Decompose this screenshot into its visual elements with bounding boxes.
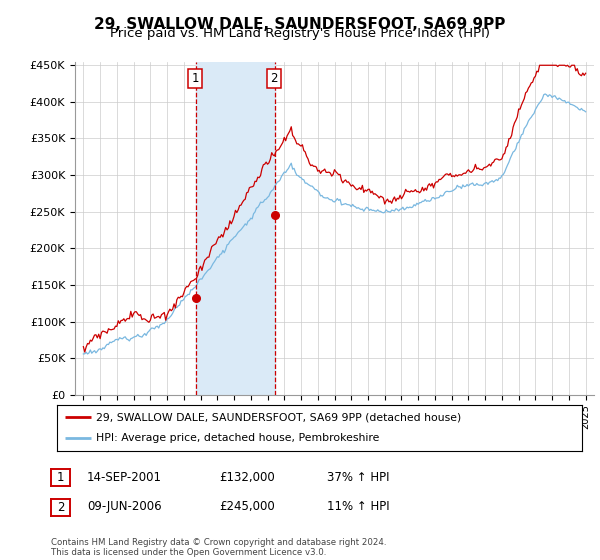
Text: 2: 2 [271,72,278,85]
Text: £132,000: £132,000 [219,470,275,484]
Text: 29, SWALLOW DALE, SAUNDERSFOOT, SA69 9PP (detached house): 29, SWALLOW DALE, SAUNDERSFOOT, SA69 9PP… [97,412,461,422]
Bar [196,62,275,395]
Text: Price paid vs. HM Land Registry's House Price Index (HPI): Price paid vs. HM Land Registry's House … [110,27,490,40]
Text: 37% ↑ HPI: 37% ↑ HPI [327,470,389,484]
Text: £245,000: £245,000 [219,500,275,514]
Text: HPI: Average price, detached house, Pembrokeshire: HPI: Average price, detached house, Pemb… [97,433,380,444]
Text: 09-JUN-2006: 09-JUN-2006 [87,500,161,514]
Text: 11% ↑ HPI: 11% ↑ HPI [327,500,389,514]
Text: 14-SEP-2001: 14-SEP-2001 [87,470,162,484]
Text: Contains HM Land Registry data © Crown copyright and database right 2024.
This d: Contains HM Land Registry data © Crown c… [51,538,386,557]
Text: 29, SWALLOW DALE, SAUNDERSFOOT, SA69 9PP: 29, SWALLOW DALE, SAUNDERSFOOT, SA69 9PP [94,17,506,32]
Text: 2: 2 [57,501,64,514]
Text: 1: 1 [57,471,64,484]
Text: 1: 1 [191,72,199,85]
